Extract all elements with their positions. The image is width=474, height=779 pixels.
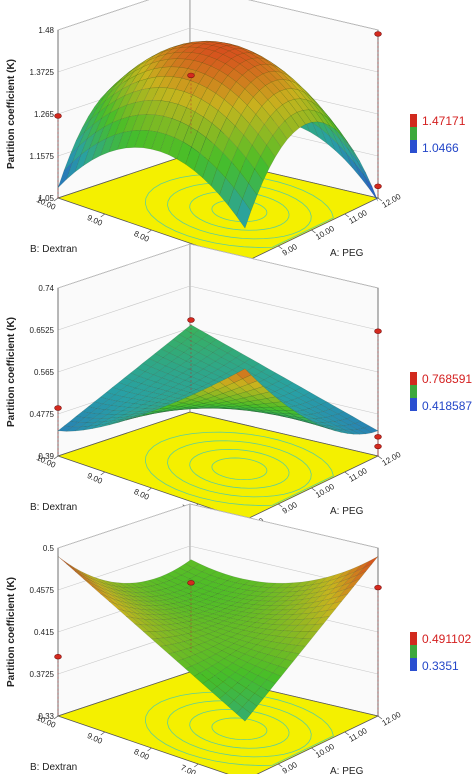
legend-high-value: 1.47171 [422, 114, 466, 128]
z-tick-label: 1.1575 [30, 152, 55, 161]
b-tick-label: 9.00 [86, 213, 104, 228]
legend-swatch-high [410, 372, 417, 385]
a-tick-label: 9.00 [281, 760, 299, 774]
b-tick-label: 7.00 [179, 763, 197, 774]
design-point [375, 184, 382, 189]
design-point [375, 329, 382, 334]
design-point [55, 654, 62, 659]
legend-high-value: 0.491102 [422, 632, 471, 646]
z-tick-label: 0.415 [34, 628, 55, 637]
a-axis-label: A: PEG [330, 766, 364, 774]
b-axis-label: B: Dextran [30, 244, 77, 255]
b-tick-mark [101, 214, 105, 217]
b-tick-mark [148, 748, 152, 751]
a-tick-label: 12.00 [381, 450, 403, 468]
design-point [188, 73, 195, 78]
design-point [55, 406, 62, 411]
legend-swatch-low [410, 658, 417, 671]
z-axis-label: Partition coefficient (K) [6, 577, 17, 687]
b-tick-mark [101, 732, 105, 735]
legend-swatch-mid [410, 127, 417, 140]
z-tick-label: 0.565 [34, 368, 55, 377]
a-axis-label: A: PEG [330, 506, 364, 517]
b-tick-mark [148, 230, 152, 233]
legend-high-value: 0.768591 [422, 372, 472, 386]
a-tick-label: 9.00 [281, 500, 299, 516]
b-tick-mark [54, 198, 58, 201]
legend-swatch-low [410, 398, 417, 411]
legend-swatch-high [410, 632, 417, 645]
z-tick-label: 1.48 [38, 26, 54, 35]
design-point [188, 580, 195, 585]
z-tick-label: 1.3725 [30, 68, 55, 77]
legend-swatch-low [410, 140, 417, 153]
b-axis-label: B: Dextran [30, 502, 77, 513]
legend-swatch-mid [410, 645, 417, 658]
design-point [188, 318, 195, 323]
design-point [375, 32, 382, 37]
z-tick-label: 0.5 [43, 544, 55, 553]
a-tick-label: 12.00 [381, 710, 403, 728]
legend-swatch-mid [410, 385, 417, 398]
z-tick-label: 0.4775 [30, 410, 55, 419]
design-point [375, 434, 382, 439]
z-tick-label: 1.265 [34, 110, 55, 119]
b-tick-label: 10.00 [35, 453, 57, 470]
b-tick-mark [148, 488, 152, 491]
design-point [375, 444, 382, 449]
b-tick-label: 10.00 [35, 713, 57, 730]
b-tick-mark [194, 764, 198, 767]
legend-swatch-high [410, 114, 417, 127]
z-tick-label: 0.6525 [30, 326, 55, 335]
b-tick-label: 10.00 [35, 195, 57, 212]
z-axis-label: Partition coefficient (K) [6, 59, 17, 169]
legend-low-value: 0.418587 [422, 399, 472, 413]
a-tick-label: 9.00 [281, 242, 299, 258]
legend-low-value: 1.0466 [422, 141, 459, 155]
legend-low-value: 0.3351 [422, 659, 459, 673]
a-tick-label: 12.00 [381, 192, 403, 210]
z-tick-label: 0.4575 [30, 586, 55, 595]
z-tick-label: 0.3725 [30, 670, 55, 679]
b-tick-label: 9.00 [86, 731, 104, 746]
z-tick-label: 0.74 [38, 284, 54, 293]
b-tick-label: 8.00 [133, 487, 151, 502]
b-tick-label: 8.00 [133, 229, 151, 244]
b-tick-mark [54, 716, 58, 719]
b-tick-mark [54, 456, 58, 459]
b-tick-label: 9.00 [86, 471, 104, 486]
a-axis-label: A: PEG [330, 248, 364, 259]
b-tick-label: 8.00 [133, 747, 151, 762]
b-axis-label: B: Dextran [30, 762, 77, 773]
b-tick-mark [101, 472, 105, 475]
design-point [375, 585, 382, 590]
z-axis-label: Partition coefficient (K) [6, 317, 17, 427]
design-point [55, 114, 62, 119]
